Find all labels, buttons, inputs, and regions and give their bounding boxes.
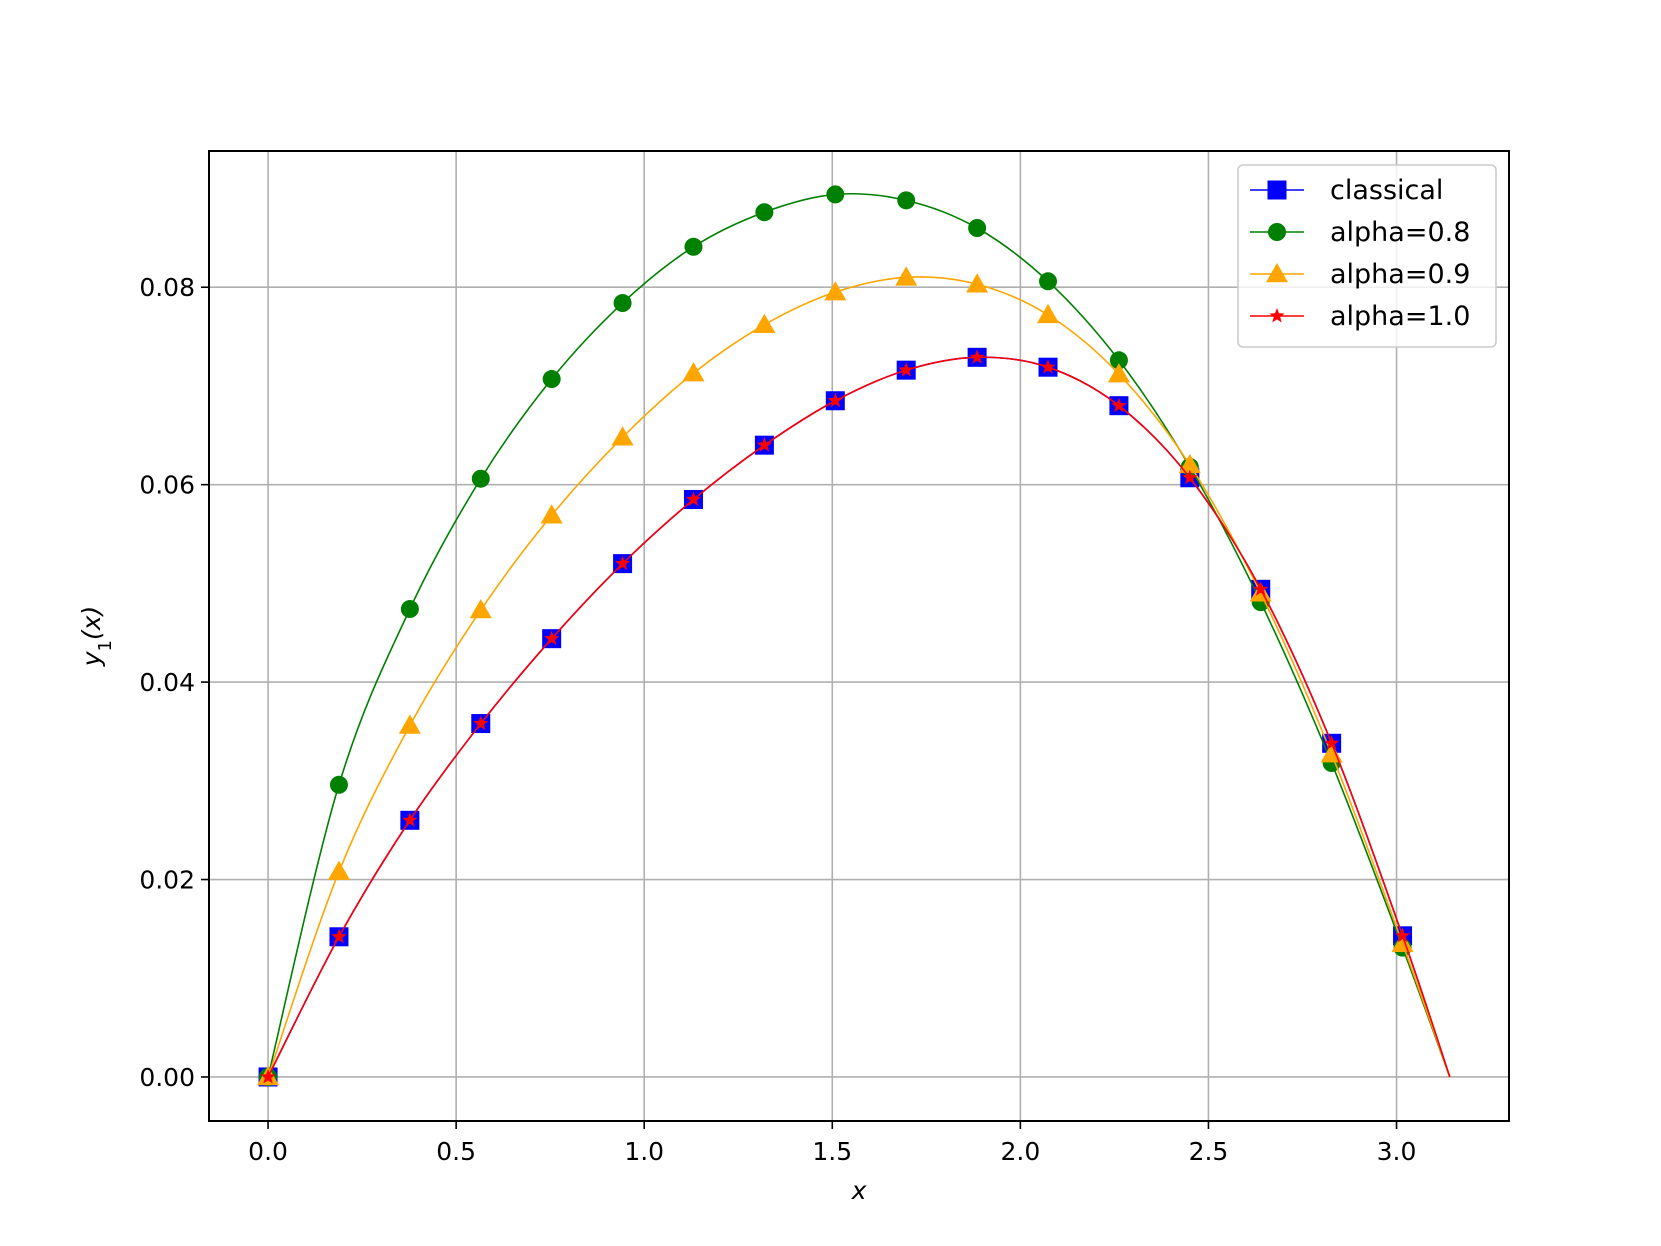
series-alpha=0.9 bbox=[257, 266, 1451, 1086]
y-tick-label: 0.06 bbox=[139, 471, 195, 500]
data-point bbox=[966, 273, 989, 293]
data-point bbox=[400, 600, 419, 619]
data-point bbox=[897, 191, 916, 210]
legend-label: alpha=1.0 bbox=[1330, 301, 1470, 332]
axis-ticks: 0.0 0.5 1.0 1.5 2.0 2.5 3.0 0.00 0.02 0.04 0.06 0.0… bbox=[139, 273, 1416, 1166]
legend-item: alpha=1.0 bbox=[1250, 301, 1470, 332]
data-point bbox=[756, 437, 772, 452]
data-point bbox=[1182, 469, 1198, 485]
series-line bbox=[267, 356, 1451, 1078]
x-tick-label: 2.0 bbox=[1000, 1137, 1040, 1166]
legend-marker bbox=[1266, 263, 1288, 283]
x-tick-label: 0.0 bbox=[248, 1137, 288, 1166]
data-point bbox=[1253, 581, 1269, 596]
data-point bbox=[544, 630, 560, 646]
data-point bbox=[1037, 303, 1060, 324]
data-point bbox=[473, 715, 489, 731]
legend: classical alpha=0.8 alpha=0.9 alpha=1.0 bbox=[1237, 164, 1497, 348]
data-point bbox=[1111, 397, 1127, 413]
series-line bbox=[267, 356, 1451, 1078]
data-point bbox=[1394, 927, 1411, 943]
data-point bbox=[331, 928, 347, 944]
legend-marker bbox=[1268, 223, 1286, 241]
series-alpha=1.0 bbox=[260, 349, 1451, 1084]
data-point bbox=[755, 203, 774, 222]
data-point bbox=[682, 362, 705, 382]
legend-item: classical bbox=[1250, 175, 1443, 206]
y-tick-label: 0.08 bbox=[139, 273, 195, 302]
series-classical bbox=[258, 347, 1451, 1087]
data-point bbox=[471, 469, 490, 488]
legend-marker bbox=[1267, 180, 1287, 200]
x-tick-label: 0.5 bbox=[436, 1137, 476, 1166]
legend-item: alpha=0.9 bbox=[1250, 259, 1470, 290]
x-tick-label: 3.0 bbox=[1377, 1137, 1417, 1166]
data-point bbox=[1178, 453, 1201, 474]
data-point bbox=[898, 362, 914, 377]
series-line bbox=[267, 276, 1451, 1078]
x-axis-label: x bbox=[851, 1176, 867, 1205]
data-point bbox=[895, 266, 918, 286]
data-point bbox=[1391, 932, 1414, 952]
x-tick-label: 1.5 bbox=[812, 1137, 852, 1166]
data-point bbox=[613, 294, 632, 313]
legend-label: alpha=0.8 bbox=[1330, 217, 1470, 248]
y-axis-label: y1(x) bbox=[77, 606, 116, 668]
data-point bbox=[469, 599, 492, 619]
series-layer bbox=[257, 185, 1451, 1087]
data-point bbox=[329, 775, 348, 794]
data-point bbox=[402, 812, 418, 827]
legend-marker bbox=[1269, 308, 1285, 323]
y-tick-label: 0.04 bbox=[139, 668, 195, 697]
data-point bbox=[398, 714, 421, 734]
legend-label: alpha=0.9 bbox=[1330, 259, 1470, 290]
data-point bbox=[1109, 351, 1128, 370]
series-line bbox=[267, 192, 1451, 1078]
data-point bbox=[685, 491, 702, 506]
data-point bbox=[968, 218, 987, 237]
data-point bbox=[260, 1068, 276, 1084]
data-point bbox=[827, 392, 843, 408]
data-point bbox=[684, 237, 703, 256]
x-tick-label: 1.0 bbox=[624, 1137, 664, 1166]
data-point bbox=[824, 281, 847, 301]
data-point bbox=[1324, 735, 1340, 750]
legend-label: classical bbox=[1330, 175, 1443, 206]
data-point bbox=[1040, 359, 1056, 374]
data-point bbox=[1039, 272, 1058, 291]
legend-box bbox=[1237, 164, 1497, 348]
data-point bbox=[753, 313, 776, 333]
legend-item: alpha=0.8 bbox=[1250, 217, 1470, 248]
data-point bbox=[542, 370, 561, 389]
data-point bbox=[327, 860, 350, 880]
data-point bbox=[826, 185, 845, 204]
data-point bbox=[540, 504, 563, 524]
grid bbox=[209, 151, 1509, 1121]
y-tick-label: 0.00 bbox=[139, 1063, 195, 1092]
plot-frame bbox=[208, 150, 1510, 1122]
x-tick-label: 2.5 bbox=[1189, 1137, 1229, 1166]
y-tick-label: 0.02 bbox=[139, 866, 195, 895]
data-point bbox=[969, 349, 985, 364]
data-point bbox=[1107, 363, 1130, 383]
data-point bbox=[611, 426, 634, 446]
data-point bbox=[614, 555, 631, 571]
